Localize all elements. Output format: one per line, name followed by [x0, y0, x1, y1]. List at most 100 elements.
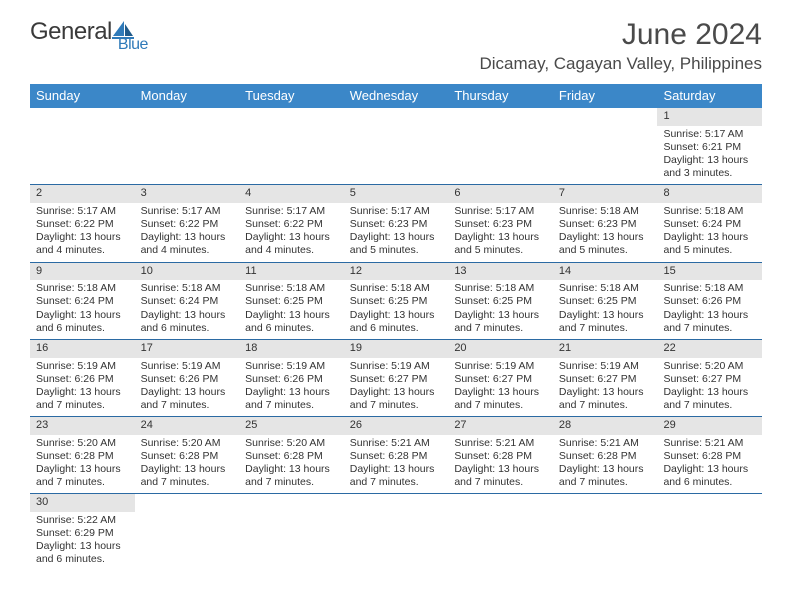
sunrise-line: Sunrise: 5:18 AM	[245, 282, 338, 295]
header: General Blue June 2024 Dicamay, Cagayan …	[0, 0, 792, 78]
day-details: Sunrise: 5:20 AMSunset: 6:28 PMDaylight:…	[30, 435, 135, 494]
day-number: 21	[553, 340, 658, 358]
sunrise-line: Sunrise: 5:20 AM	[141, 437, 234, 450]
day-details: Sunrise: 5:21 AMSunset: 6:28 PMDaylight:…	[344, 435, 449, 494]
sunset-line: Sunset: 6:22 PM	[141, 218, 234, 231]
day-number: 19	[344, 340, 449, 358]
daylight-line: Daylight: 13 hours and 7 minutes.	[663, 386, 756, 412]
day-number: 23	[30, 417, 135, 435]
day-number: 7	[553, 185, 658, 203]
day-number: 8	[657, 185, 762, 203]
week-row: 9Sunrise: 5:18 AMSunset: 6:24 PMDaylight…	[30, 263, 762, 340]
day-details: Sunrise: 5:17 AMSunset: 6:21 PMDaylight:…	[657, 126, 762, 185]
sunrise-line: Sunrise: 5:19 AM	[245, 360, 338, 373]
sunrise-line: Sunrise: 5:19 AM	[350, 360, 443, 373]
logo-text-general: General	[30, 18, 112, 46]
calendar-body: 1Sunrise: 5:17 AMSunset: 6:21 PMDaylight…	[30, 108, 762, 571]
sunrise-line: Sunrise: 5:21 AM	[454, 437, 547, 450]
calendar-cell-day-6: 6Sunrise: 5:17 AMSunset: 6:23 PMDaylight…	[448, 185, 553, 261]
weekday-header-saturday: Saturday	[657, 84, 762, 108]
calendar-cell-day-5: 5Sunrise: 5:17 AMSunset: 6:23 PMDaylight…	[344, 185, 449, 261]
calendar-cell-day-13: 13Sunrise: 5:18 AMSunset: 6:25 PMDayligh…	[448, 263, 553, 339]
calendar-cell-empty	[553, 494, 658, 570]
sunset-line: Sunset: 6:26 PM	[663, 295, 756, 308]
sunset-line: Sunset: 6:24 PM	[36, 295, 129, 308]
daylight-line: Daylight: 13 hours and 5 minutes.	[663, 231, 756, 257]
calendar-cell-day-19: 19Sunrise: 5:19 AMSunset: 6:27 PMDayligh…	[344, 340, 449, 416]
daylight-line: Daylight: 13 hours and 3 minutes.	[663, 154, 756, 180]
calendar-cell-day-3: 3Sunrise: 5:17 AMSunset: 6:22 PMDaylight…	[135, 185, 240, 261]
sunset-line: Sunset: 6:28 PM	[245, 450, 338, 463]
sunrise-line: Sunrise: 5:20 AM	[245, 437, 338, 450]
sunrise-line: Sunrise: 5:18 AM	[141, 282, 234, 295]
calendar-cell-day-16: 16Sunrise: 5:19 AMSunset: 6:26 PMDayligh…	[30, 340, 135, 416]
daylight-line: Daylight: 13 hours and 6 minutes.	[350, 309, 443, 335]
week-row: 30Sunrise: 5:22 AMSunset: 6:29 PMDayligh…	[30, 494, 762, 570]
sunrise-line: Sunrise: 5:17 AM	[350, 205, 443, 218]
sunrise-line: Sunrise: 5:17 AM	[663, 128, 756, 141]
day-number: 25	[239, 417, 344, 435]
calendar-cell-empty	[448, 108, 553, 184]
calendar-cell-day-10: 10Sunrise: 5:18 AMSunset: 6:24 PMDayligh…	[135, 263, 240, 339]
sunset-line: Sunset: 6:25 PM	[245, 295, 338, 308]
calendar-cell-empty	[344, 108, 449, 184]
day-number: 17	[135, 340, 240, 358]
sunrise-line: Sunrise: 5:21 AM	[559, 437, 652, 450]
sunrise-line: Sunrise: 5:17 AM	[141, 205, 234, 218]
sunrise-line: Sunrise: 5:21 AM	[663, 437, 756, 450]
calendar-cell-day-15: 15Sunrise: 5:18 AMSunset: 6:26 PMDayligh…	[657, 263, 762, 339]
sunset-line: Sunset: 6:25 PM	[559, 295, 652, 308]
calendar-cell-empty	[657, 494, 762, 570]
weekday-header-friday: Friday	[553, 84, 658, 108]
daylight-line: Daylight: 13 hours and 7 minutes.	[350, 386, 443, 412]
day-details: Sunrise: 5:20 AMSunset: 6:28 PMDaylight:…	[135, 435, 240, 494]
calendar-cell-day-12: 12Sunrise: 5:18 AMSunset: 6:25 PMDayligh…	[344, 263, 449, 339]
day-details: Sunrise: 5:17 AMSunset: 6:22 PMDaylight:…	[30, 203, 135, 262]
calendar-cell-day-24: 24Sunrise: 5:20 AMSunset: 6:28 PMDayligh…	[135, 417, 240, 493]
day-number: 11	[239, 263, 344, 281]
day-number: 2	[30, 185, 135, 203]
calendar-cell-day-14: 14Sunrise: 5:18 AMSunset: 6:25 PMDayligh…	[553, 263, 658, 339]
day-details: Sunrise: 5:18 AMSunset: 6:24 PMDaylight:…	[30, 280, 135, 339]
day-details: Sunrise: 5:20 AMSunset: 6:28 PMDaylight:…	[239, 435, 344, 494]
week-row: 23Sunrise: 5:20 AMSunset: 6:28 PMDayligh…	[30, 417, 762, 494]
day-details: Sunrise: 5:21 AMSunset: 6:28 PMDaylight:…	[553, 435, 658, 494]
sunrise-line: Sunrise: 5:17 AM	[245, 205, 338, 218]
daylight-line: Daylight: 13 hours and 6 minutes.	[36, 540, 129, 566]
day-details: Sunrise: 5:18 AMSunset: 6:23 PMDaylight:…	[553, 203, 658, 262]
daylight-line: Daylight: 13 hours and 4 minutes.	[141, 231, 234, 257]
day-details: Sunrise: 5:19 AMSunset: 6:26 PMDaylight:…	[30, 358, 135, 417]
daylight-line: Daylight: 13 hours and 5 minutes.	[454, 231, 547, 257]
day-number: 20	[448, 340, 553, 358]
calendar-cell-day-25: 25Sunrise: 5:20 AMSunset: 6:28 PMDayligh…	[239, 417, 344, 493]
sunset-line: Sunset: 6:21 PM	[663, 141, 756, 154]
day-details: Sunrise: 5:18 AMSunset: 6:25 PMDaylight:…	[448, 280, 553, 339]
day-details: Sunrise: 5:17 AMSunset: 6:22 PMDaylight:…	[239, 203, 344, 262]
sunset-line: Sunset: 6:24 PM	[663, 218, 756, 231]
sunrise-line: Sunrise: 5:19 AM	[141, 360, 234, 373]
calendar-cell-day-1: 1Sunrise: 5:17 AMSunset: 6:21 PMDaylight…	[657, 108, 762, 184]
daylight-line: Daylight: 13 hours and 7 minutes.	[454, 309, 547, 335]
sunrise-line: Sunrise: 5:18 AM	[559, 282, 652, 295]
daylight-line: Daylight: 13 hours and 7 minutes.	[559, 463, 652, 489]
weekday-header-tuesday: Tuesday	[239, 84, 344, 108]
daylight-line: Daylight: 13 hours and 7 minutes.	[141, 386, 234, 412]
daylight-line: Daylight: 13 hours and 7 minutes.	[454, 386, 547, 412]
calendar-cell-empty	[553, 108, 658, 184]
calendar-cell-day-29: 29Sunrise: 5:21 AMSunset: 6:28 PMDayligh…	[657, 417, 762, 493]
sunset-line: Sunset: 6:24 PM	[141, 295, 234, 308]
day-number: 24	[135, 417, 240, 435]
calendar-cell-day-7: 7Sunrise: 5:18 AMSunset: 6:23 PMDaylight…	[553, 185, 658, 261]
daylight-line: Daylight: 13 hours and 7 minutes.	[36, 386, 129, 412]
day-details: Sunrise: 5:17 AMSunset: 6:23 PMDaylight:…	[344, 203, 449, 262]
month-title: June 2024	[479, 18, 762, 52]
weekday-header-wednesday: Wednesday	[344, 84, 449, 108]
calendar-cell-day-28: 28Sunrise: 5:21 AMSunset: 6:28 PMDayligh…	[553, 417, 658, 493]
calendar-cell-empty	[239, 108, 344, 184]
daylight-line: Daylight: 13 hours and 7 minutes.	[36, 463, 129, 489]
sunrise-line: Sunrise: 5:22 AM	[36, 514, 129, 527]
logo: General Blue	[30, 18, 148, 54]
daylight-line: Daylight: 13 hours and 5 minutes.	[559, 231, 652, 257]
sunset-line: Sunset: 6:28 PM	[559, 450, 652, 463]
daylight-line: Daylight: 13 hours and 7 minutes.	[454, 463, 547, 489]
